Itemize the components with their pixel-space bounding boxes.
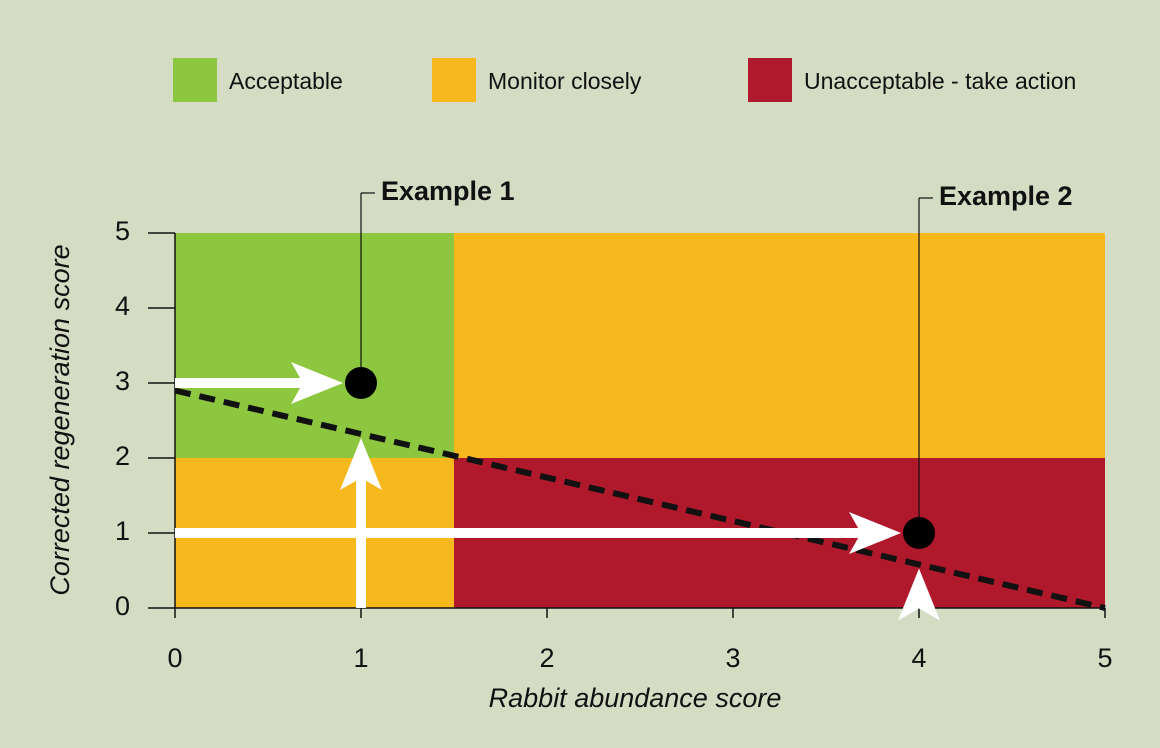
threshold-line bbox=[174, 387, 1106, 611]
y-tick-label: 0 bbox=[115, 591, 130, 621]
point bbox=[903, 517, 935, 549]
y-tick-label: 3 bbox=[115, 366, 130, 396]
point-label: Example 1 bbox=[381, 176, 515, 206]
arrow bbox=[175, 528, 861, 538]
arrow bbox=[356, 478, 366, 608]
y-axis-title: Corrected regeneration score bbox=[45, 244, 75, 595]
x-tick-label: 5 bbox=[1097, 643, 1112, 673]
arrow bbox=[175, 378, 303, 388]
x-tick-label: 1 bbox=[353, 643, 368, 673]
x-tick-label: 2 bbox=[539, 643, 554, 673]
legend-label: Monitor closely bbox=[488, 68, 642, 94]
legend-swatch bbox=[432, 58, 476, 102]
legend-swatch bbox=[173, 58, 217, 102]
x-tick-label: 3 bbox=[725, 643, 740, 673]
y-tick-label: 2 bbox=[115, 441, 130, 471]
x-axis-title: Rabbit abundance score bbox=[489, 683, 782, 713]
arrow-head bbox=[849, 512, 901, 554]
point-label: Example 2 bbox=[939, 181, 1073, 211]
y-tick-label: 1 bbox=[115, 516, 130, 546]
point bbox=[345, 367, 377, 399]
arrow-head bbox=[340, 438, 382, 490]
zone bbox=[454, 233, 1105, 458]
arrow-head bbox=[291, 362, 343, 404]
legend-swatch bbox=[748, 58, 792, 102]
y-tick-label: 4 bbox=[115, 291, 130, 321]
x-tick-label: 0 bbox=[167, 643, 182, 673]
x-tick-label: 4 bbox=[911, 643, 926, 673]
zone bbox=[175, 233, 454, 458]
arrow-head bbox=[898, 568, 940, 621]
legend-label: Acceptable bbox=[229, 68, 343, 94]
y-tick-label: 5 bbox=[115, 216, 130, 246]
legend-label: Unacceptable - take action bbox=[804, 68, 1076, 94]
